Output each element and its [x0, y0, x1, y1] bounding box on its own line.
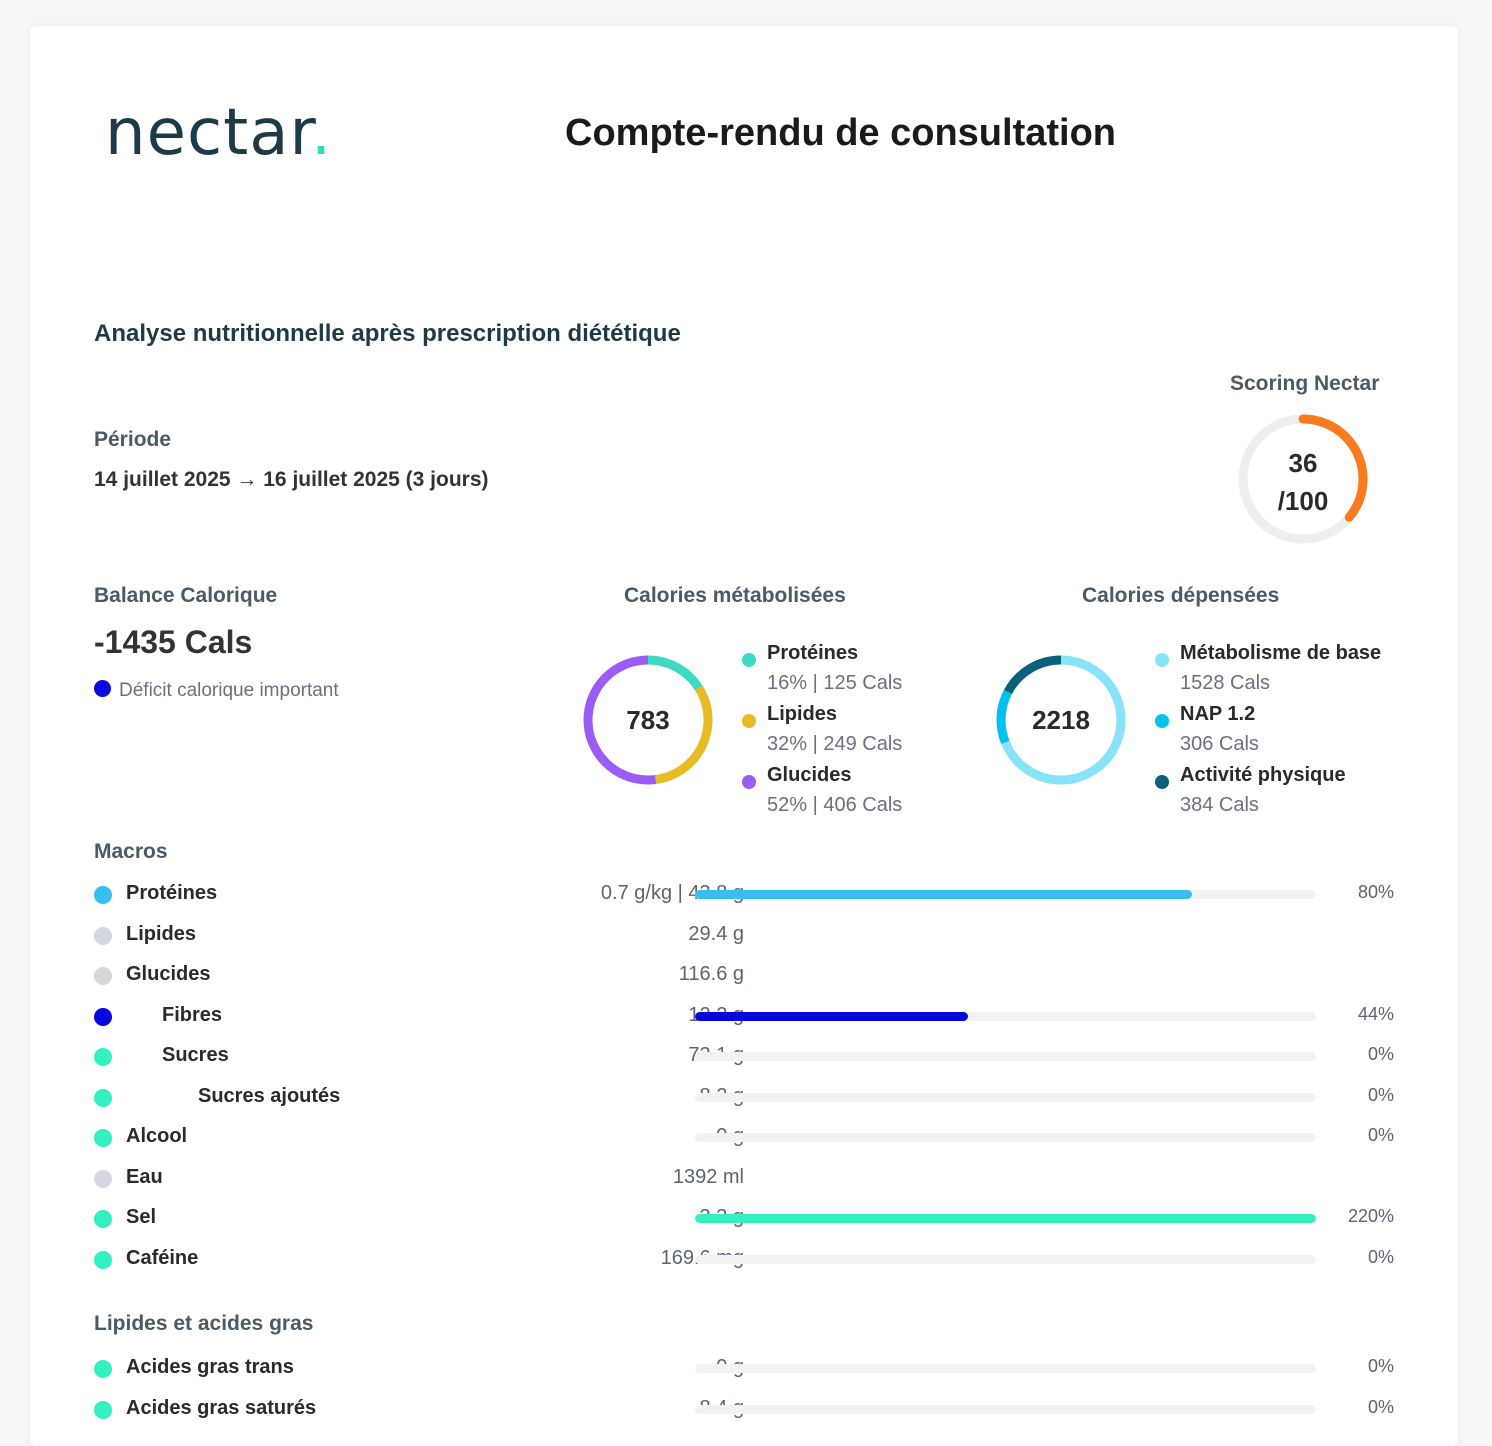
- balance-status: Déficit calorique important: [94, 680, 339, 702]
- macro-row: Sucres 73.1 g 0%: [94, 1041, 1394, 1071]
- macro-row: Eau 1392 ml: [94, 1163, 1394, 1193]
- progress-bar: [695, 1404, 1316, 1414]
- macro-row: Glucides 116.6 g: [94, 960, 1394, 990]
- nectar-logo: nectar.: [105, 96, 333, 170]
- status-dot-icon: [94, 680, 111, 697]
- macro-row: Sucres ajoutés 8.2 g 0%: [94, 1082, 1394, 1112]
- macro-dot-icon: [94, 886, 112, 904]
- macros-label: Macros: [94, 840, 168, 863]
- macro-dot-icon: [94, 967, 112, 985]
- legend-dot-icon: [742, 653, 756, 667]
- progress-fill: [695, 890, 1192, 899]
- legend-dot-icon: [1155, 714, 1169, 728]
- progress-bar: [695, 1254, 1316, 1264]
- macro-row: Fibres 12.2 g 44%: [94, 1001, 1394, 1031]
- donut-segment-metabolisees-1: [583, 655, 713, 785]
- macro-dot-icon: [94, 1169, 112, 1188]
- balance-label: Balance Calorique: [94, 584, 278, 607]
- macro-dot-icon: [94, 1007, 112, 1026]
- legend-dot-icon: [1155, 653, 1169, 667]
- macro-dot-icon: [94, 1210, 112, 1228]
- progress-fill: [695, 1214, 1316, 1223]
- macro-row: Acides gras saturés 8.4 g 0%: [94, 1394, 1394, 1424]
- legend-dot-icon: [1155, 775, 1169, 789]
- periode-label: Période: [94, 428, 172, 451]
- progress-bar: [695, 890, 1316, 899]
- lipides-label: Lipides et acides gras: [94, 1312, 314, 1335]
- progress-fill: [695, 1011, 969, 1021]
- progress-bar: [695, 1133, 1316, 1142]
- macro-dot-icon: [94, 1400, 112, 1419]
- macro-row: Acides gras trans 0 g 0%: [94, 1353, 1394, 1383]
- macro-dot-icon: [94, 1129, 112, 1147]
- metabolisees-total: 783: [626, 705, 670, 735]
- progress-bar: [695, 1364, 1316, 1373]
- depensees-total: 2218: [1032, 705, 1090, 735]
- macro-dot-icon: [94, 1088, 112, 1107]
- legend-dot-icon: [742, 775, 756, 789]
- progress-bar: [695, 1214, 1316, 1223]
- periode-value: 14 juillet 2025 → 16 juillet 2025 (3 jou…: [94, 468, 489, 491]
- macro-row: Caféine 169.6 mg 0%: [94, 1244, 1394, 1274]
- metabolisees-donut: [583, 655, 713, 785]
- macro-row: Sel 3.3 g 220%: [94, 1203, 1394, 1233]
- donut-segment-depensees-1: [996, 655, 1126, 785]
- scoring-arc: [1238, 414, 1368, 544]
- progress-bar: [695, 1011, 1316, 1021]
- macro-row: Lipides 29.4 g: [94, 920, 1394, 950]
- scoring-gauge: [1238, 414, 1368, 544]
- scoring-value: 36/100: [1277, 448, 1329, 516]
- report-card: nectar. Compte-rendu de consultation Ana…: [30, 26, 1458, 1446]
- macro-dot-icon: [94, 1048, 112, 1066]
- macro-row: Alcool 0 g 0%: [94, 1122, 1394, 1152]
- progress-bar: [695, 1052, 1316, 1061]
- donut-segment-metabolisees-2: [583, 655, 713, 785]
- macro-dot-icon: [94, 926, 112, 945]
- metabolisees-label: Calories métabolisées: [624, 584, 846, 607]
- balance-value: -1435 Cals: [94, 624, 253, 660]
- depensees-donut: [996, 655, 1126, 785]
- page-title: Compte-rendu de consultation: [565, 112, 1116, 154]
- legend-dot-icon: [742, 714, 756, 728]
- progress-bar: [695, 1092, 1316, 1102]
- scoring-label: Scoring Nectar: [1230, 372, 1380, 395]
- depensees-label: Calories dépensées: [1082, 584, 1280, 607]
- macro-row: Protéines 0.7 g/kg | 43.8 g 80%: [94, 879, 1394, 909]
- donut-segment-depensees-2: [996, 655, 1126, 785]
- macro-dot-icon: [94, 1250, 112, 1269]
- section-title: Analyse nutritionnelle après prescriptio…: [94, 320, 681, 347]
- macro-dot-icon: [94, 1360, 112, 1378]
